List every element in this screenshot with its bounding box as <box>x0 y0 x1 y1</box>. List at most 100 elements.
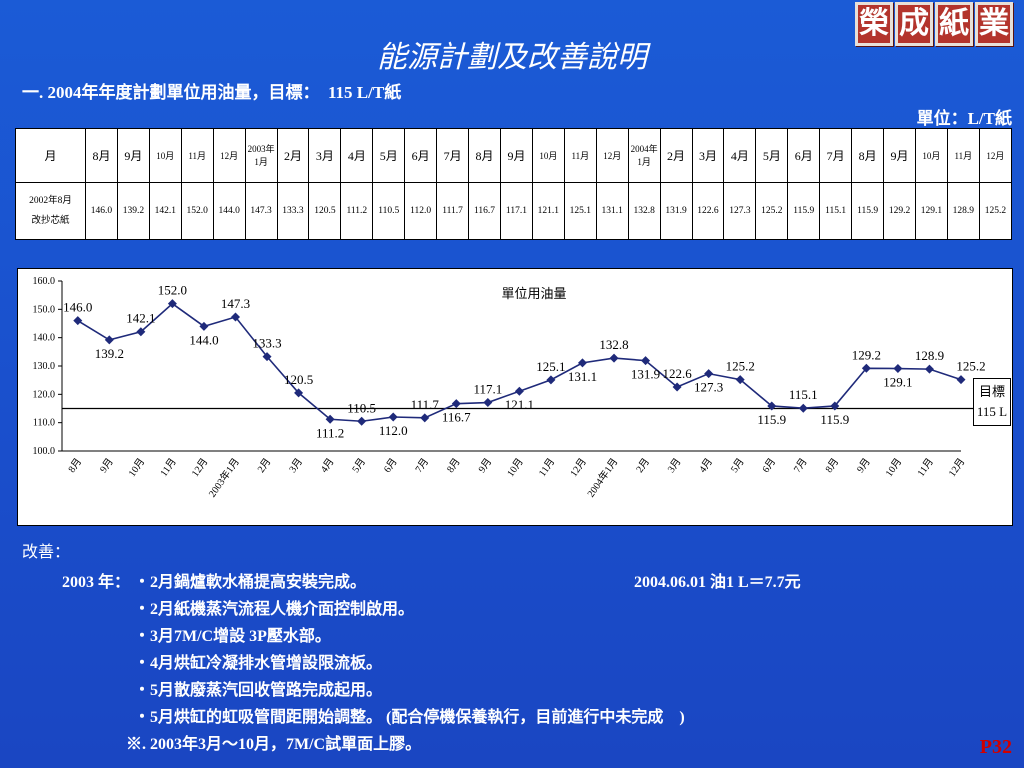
table-header-row: 月 8月 9月 10月 11月 12月 2003年 1月 2月 3月 4月 5月 6月 7月 8月 9月 10… <box>15 128 1013 183</box>
x-tick-label: 8月 <box>823 456 841 475</box>
data-label: 142.1 <box>126 311 155 326</box>
x-tick-label: 10月 <box>883 456 904 479</box>
x-tick-label: 3月 <box>287 456 305 475</box>
table-header-month: 6月 <box>787 128 821 183</box>
table-cell: 111.2 <box>340 182 374 240</box>
x-tick-label: 9月 <box>854 456 872 475</box>
data-point <box>136 327 146 337</box>
data-point <box>167 299 177 309</box>
table-cell: 127.3 <box>723 182 757 240</box>
data-point <box>577 358 587 368</box>
data-label: 112.0 <box>379 423 408 438</box>
logo-char: 成 <box>895 2 933 46</box>
page-number: P32 <box>979 736 1012 758</box>
table-header-month: 9月 <box>499 128 533 183</box>
x-tick-label: 4月 <box>318 456 336 475</box>
data-label: 116.7 <box>442 410 471 425</box>
data-label: 152.0 <box>158 283 187 298</box>
data-label: 125.2 <box>956 359 985 374</box>
data-point <box>924 364 934 374</box>
data-point <box>262 352 272 362</box>
data-label: 147.3 <box>221 296 250 311</box>
x-tick-label: 5月 <box>728 456 746 475</box>
table-header-month: 10月 <box>148 128 182 183</box>
data-label: 125.2 <box>726 359 755 374</box>
data-label: 132.8 <box>599 337 628 352</box>
x-tick-label: 2003年1月 <box>205 455 241 499</box>
table-cell: 128.9 <box>946 182 980 240</box>
table-cell: 125.2 <box>755 182 789 240</box>
improvement-notes: 改善： 2003 年： ・2月鍋爐軟水桶提高安裝完成。 2004.06.01 油… <box>22 538 801 753</box>
chart-svg: 100.0 110.0 120.0 130.0 140.0 150.0 160.0 單位用油量… <box>33 276 986 500</box>
x-tick-label: 9月 <box>97 456 115 475</box>
data-label: 128.9 <box>915 348 944 363</box>
table-header-month: 8月 <box>851 128 885 183</box>
x-tick-label: 12月 <box>189 456 210 479</box>
table-header-month: 10月 <box>531 128 565 183</box>
table-row-label: 2002年8月 改抄芯紙 <box>15 182 86 240</box>
table-cell: 116.7 <box>468 182 501 240</box>
y-tick-label: 120.0 <box>33 389 56 400</box>
table-cell: 115.9 <box>787 182 821 240</box>
y-tick-label: 100.0 <box>33 446 56 457</box>
table-cell: 146.0 <box>85 182 118 240</box>
target-value-label: 115 L <box>976 404 1008 419</box>
note-item: ・3月7M/C增設 3P壓水部。 <box>134 628 331 645</box>
table-cell: 122.6 <box>691 182 725 240</box>
slide-title: 能源計劃及改善說明 <box>377 41 647 74</box>
company-logo: 榮 成 紙 業 <box>855 2 1013 46</box>
table-header-month: 8月 <box>468 128 501 183</box>
x-tick-label: 2月 <box>634 456 652 475</box>
y-tick-label: 160.0 <box>33 276 56 287</box>
table-cell: 125.1 <box>563 182 597 240</box>
table-cell: 110.5 <box>372 182 406 240</box>
data-label: 144.0 <box>189 332 218 347</box>
y-tick-label: 150.0 <box>33 304 56 315</box>
data-label: 125.1 <box>536 359 565 374</box>
y-tick-label: 110.0 <box>33 418 55 429</box>
data-point <box>451 399 461 409</box>
table-header-month: 5月 <box>372 128 406 183</box>
data-point <box>672 382 682 392</box>
data-point <box>798 403 808 413</box>
data-point <box>830 401 840 411</box>
table-cell: 121.1 <box>531 182 565 240</box>
x-tick-label: 12月 <box>568 456 589 479</box>
table-cell: 117.1 <box>499 182 533 240</box>
data-label: 117.1 <box>473 382 502 397</box>
x-tick-label: 4月 <box>697 456 715 475</box>
table-header-month: 2月 <box>276 128 310 183</box>
oil-price-note: 2004.06.01 油1 L＝7.7元 <box>634 574 801 591</box>
data-label: 111.7 <box>411 397 440 412</box>
table-cell: 139.2 <box>116 182 150 240</box>
notes-year-label: 2003 年： <box>62 574 131 591</box>
y-tick-label: 140.0 <box>33 333 56 344</box>
table-header-month: 9月 <box>883 128 916 183</box>
chart-title: 單位用油量 <box>501 286 566 301</box>
logo-char: 榮 <box>855 2 893 46</box>
target-box: 目標 115 L <box>973 378 1011 426</box>
x-tick-label: 10月 <box>505 456 526 479</box>
data-point <box>704 369 714 379</box>
table-header-month: 7月 <box>819 128 853 183</box>
oil-usage-chart: 100.0 110.0 120.0 130.0 140.0 150.0 160.0 單位用油量… <box>17 268 1013 526</box>
table-header-month: 12月 <box>595 128 629 183</box>
table-cell: 111.7 <box>436 182 470 240</box>
table-header-month: 2月 <box>659 128 693 183</box>
table-cell: 152.0 <box>180 182 214 240</box>
data-point <box>546 375 556 385</box>
x-tick-label: 3月 <box>665 456 683 475</box>
table-header-month: 12月 <box>212 128 246 183</box>
data-label: 111.2 <box>316 425 344 440</box>
table-cell: 147.3 <box>244 182 278 240</box>
data-point <box>104 335 114 345</box>
table-header-month: 3月 <box>691 128 725 183</box>
table-header-month: 5月 <box>755 128 789 183</box>
x-tick-label: 6月 <box>381 456 399 475</box>
x-tick-label: 8月 <box>444 456 462 475</box>
table-cell: 131.9 <box>659 182 693 240</box>
data-label: 133.3 <box>252 336 281 351</box>
table-cell: 115.9 <box>851 182 885 240</box>
data-point <box>199 321 209 331</box>
data-point <box>230 312 240 322</box>
